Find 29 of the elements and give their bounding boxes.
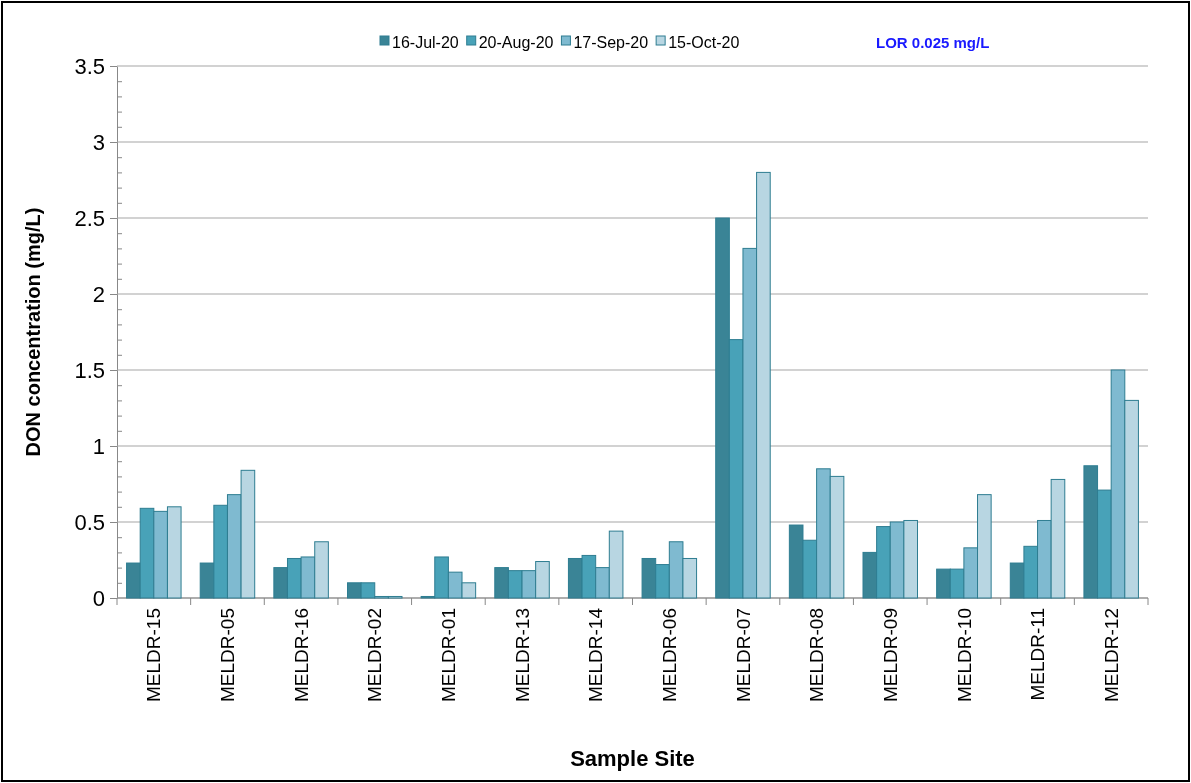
x-tick-label: MELDR-11	[1027, 608, 1049, 701]
y-axis-title: DON concentration (mg/L)	[22, 207, 44, 457]
y-tick-label: 1.5	[74, 357, 105, 383]
x-tick-label: MELDR-09	[879, 608, 901, 702]
x-tick-label: MELDR-07	[732, 608, 754, 702]
legend-label: 20-Aug-20	[478, 33, 554, 51]
legend-label: 15-Oct-20	[668, 33, 740, 51]
x-tick-label: MELDR-06	[658, 608, 680, 702]
y-tick-label: 0.5	[74, 509, 105, 535]
x-tick-label: MELDR-16	[290, 608, 312, 702]
x-tick-label: MELDR-01	[438, 608, 460, 702]
y-tick-label: 0	[92, 585, 105, 611]
x-axis-title: Sample Site	[570, 746, 695, 771]
x-tick-label: MELDR-08	[806, 608, 828, 702]
y-tick-label: 2.5	[74, 205, 105, 231]
x-tick-label: MELDR-14	[585, 607, 607, 702]
text: LOR 0.025 mg/L	[876, 34, 990, 51]
legend-label: 17-Sep-20	[573, 33, 649, 51]
x-tick-label: MELDR-02	[364, 608, 386, 702]
x-tick-label: MELDR-13	[511, 608, 533, 702]
x-tick-label: MELDR-15	[143, 608, 165, 702]
x-tick-label: MELDR-12	[1100, 608, 1122, 702]
legend-label: 16-Jul-20	[392, 33, 459, 51]
y-tick-label: 2	[92, 281, 105, 307]
y-tick-label: 3.5	[74, 53, 105, 79]
x-tick-label: MELDR-05	[217, 608, 239, 702]
y-tick-label: 3	[92, 129, 105, 155]
y-tick-label: 1	[92, 433, 105, 459]
x-tick-label: MELDR-10	[953, 608, 975, 702]
